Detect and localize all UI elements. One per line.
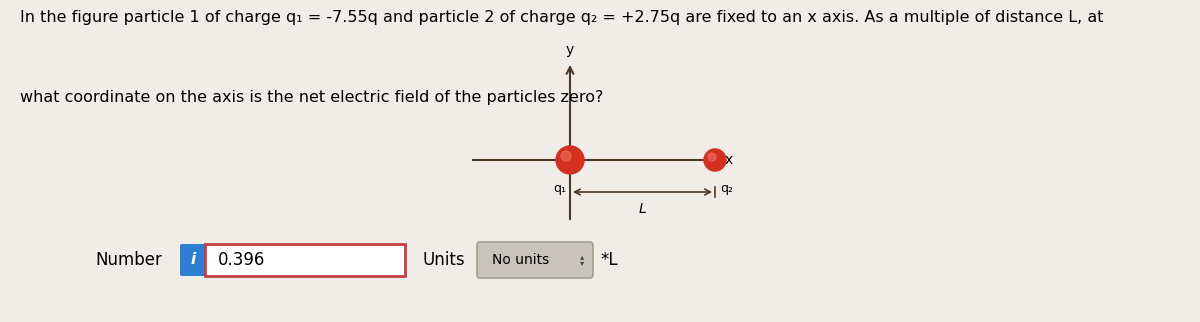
Text: ▾: ▾ [580,259,584,268]
Text: what coordinate on the axis is the net electric field of the particles zero?: what coordinate on the axis is the net e… [20,90,604,105]
Text: Number: Number [95,251,162,269]
Circle shape [556,146,584,174]
Text: In the figure particle 1 of charge q₁ = -7.55q and particle 2 of charge q₂ = +2.: In the figure particle 1 of charge q₁ = … [20,10,1104,25]
Circle shape [562,151,571,161]
FancyBboxPatch shape [180,244,206,276]
Text: q₂: q₂ [720,182,733,195]
Text: Units: Units [422,251,464,269]
Text: q₁: q₁ [553,182,566,195]
Text: y: y [566,43,574,57]
Text: i: i [191,252,196,268]
Circle shape [708,153,716,161]
Text: x: x [725,153,733,167]
FancyBboxPatch shape [478,242,593,278]
Text: ▴: ▴ [580,252,584,261]
FancyBboxPatch shape [205,244,406,276]
Text: L: L [638,202,647,216]
Circle shape [704,149,726,171]
Text: 0.396: 0.396 [218,251,265,269]
Text: No units: No units [492,253,550,267]
Text: *L: *L [600,251,618,269]
